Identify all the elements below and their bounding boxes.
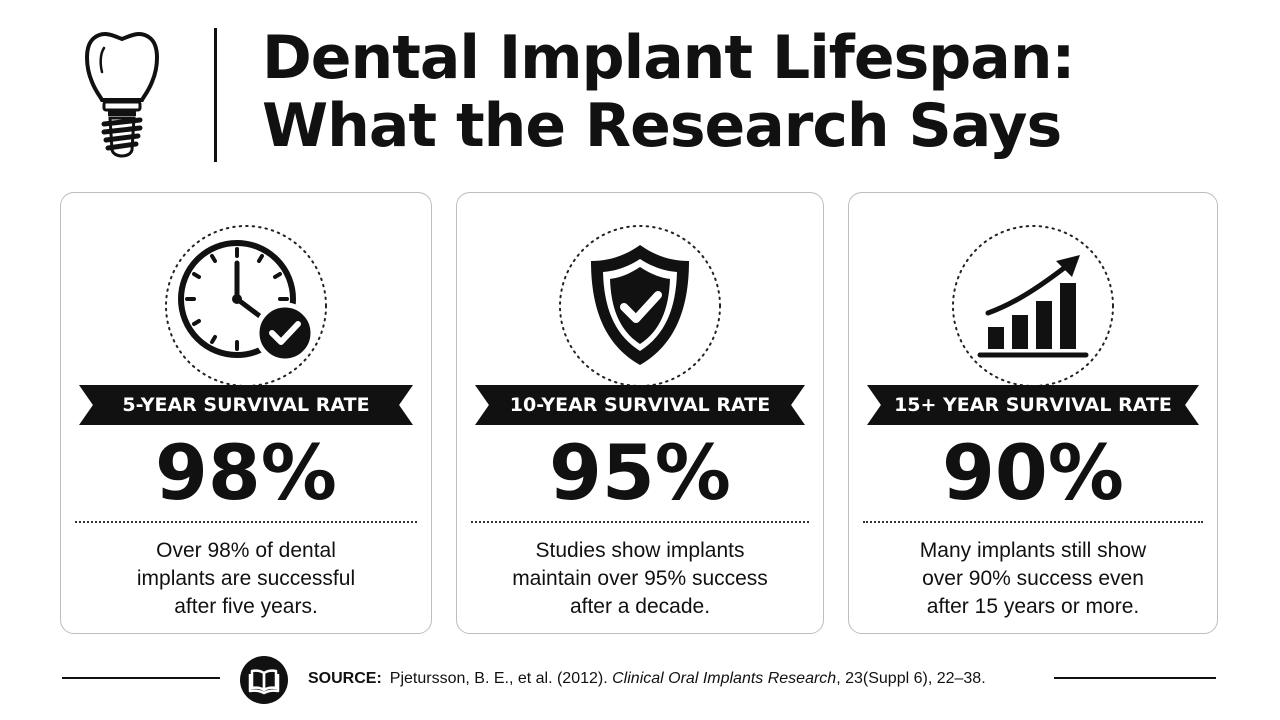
card-description: Studies show implants maintain over 95% … — [467, 537, 813, 621]
description-line: Studies show implants — [535, 539, 745, 562]
dotted-divider — [471, 521, 809, 523]
source-label: SOURCE: — [308, 670, 382, 687]
page-title: Dental Implant Lifespan: What the Resear… — [262, 24, 1222, 160]
card-description: Over 98% of dental implants are successf… — [71, 537, 421, 621]
description-line: maintain over 95% success — [512, 567, 768, 590]
book-icon-badge — [240, 656, 288, 704]
footer-rule-right — [1054, 677, 1216, 679]
description-line: after a decade. — [569, 595, 711, 618]
survival-rate-value: 90% — [942, 428, 1124, 517]
header-divider — [214, 28, 217, 162]
dotted-divider — [863, 521, 1203, 523]
description-line: Many implants still show — [919, 539, 1147, 562]
description-line: implants are successful — [136, 567, 356, 590]
dental-implant-icon — [85, 32, 159, 158]
footer-rule-left — [62, 677, 220, 679]
description-line: after five years. — [174, 595, 318, 618]
ribbon-shape — [867, 385, 1199, 425]
stat-card-5-year: 5-YEAR SURVIVAL RATE 98% Over 98% of den… — [60, 192, 432, 634]
survival-rate-value: 95% — [549, 428, 731, 517]
ribbon-shape — [79, 385, 413, 425]
description-line: over 90% success even — [922, 567, 1144, 590]
survival-rate-value: 98% — [155, 428, 337, 517]
growth-chart-icon — [952, 225, 1114, 387]
source-citation: SOURCE: Pjetursson, B. E., et al. (2012).… — [308, 668, 986, 690]
stat-card-10-year: 10-YEAR SURVIVAL RATE 95% Studies show i… — [456, 192, 824, 634]
description-line: after 15 years or more. — [926, 595, 1140, 618]
header: Dental Implant Lifespan: What the Resear… — [0, 0, 1280, 180]
citation-authors: Pjetursson, B. E., et al. (2012). — [389, 670, 608, 687]
survival-rate-label-text: 10-YEAR SURVIVAL RATE — [509, 394, 771, 416]
card-description: Many implants still show over 90% succes… — [859, 537, 1207, 621]
survival-rate-label: 5-YEAR SURVIVAL RATE — [79, 385, 413, 425]
dotted-divider — [75, 521, 417, 523]
survival-rate-label: 10-YEAR SURVIVAL RATE — [475, 385, 805, 425]
source-footer: SOURCE: Pjetursson, B. E., et al. (2012).… — [0, 650, 1280, 706]
description-line: Over 98% of dental — [156, 539, 336, 562]
citation-journal: Clinical Oral Implants Research — [612, 670, 837, 687]
title-line-2: What the Research Says — [262, 91, 1062, 161]
shield-check-icon — [559, 225, 721, 387]
ribbon-shape — [475, 385, 805, 425]
survival-rate-label-text: 15+ YEAR SURVIVAL RATE — [894, 394, 1172, 416]
title-line-1: Dental Implant Lifespan: — [262, 23, 1075, 93]
survival-rate-label-text: 5-YEAR SURVIVAL RATE — [122, 394, 370, 416]
stat-card-15-year: 15+ YEAR SURVIVAL RATE 90% Many implants… — [848, 192, 1218, 634]
citation-details: , 23(Suppl 6), 22–38. — [836, 670, 986, 687]
survival-rate-label: 15+ YEAR SURVIVAL RATE — [867, 385, 1199, 425]
book-icon — [248, 669, 280, 695]
clock-check-icon — [165, 225, 327, 387]
